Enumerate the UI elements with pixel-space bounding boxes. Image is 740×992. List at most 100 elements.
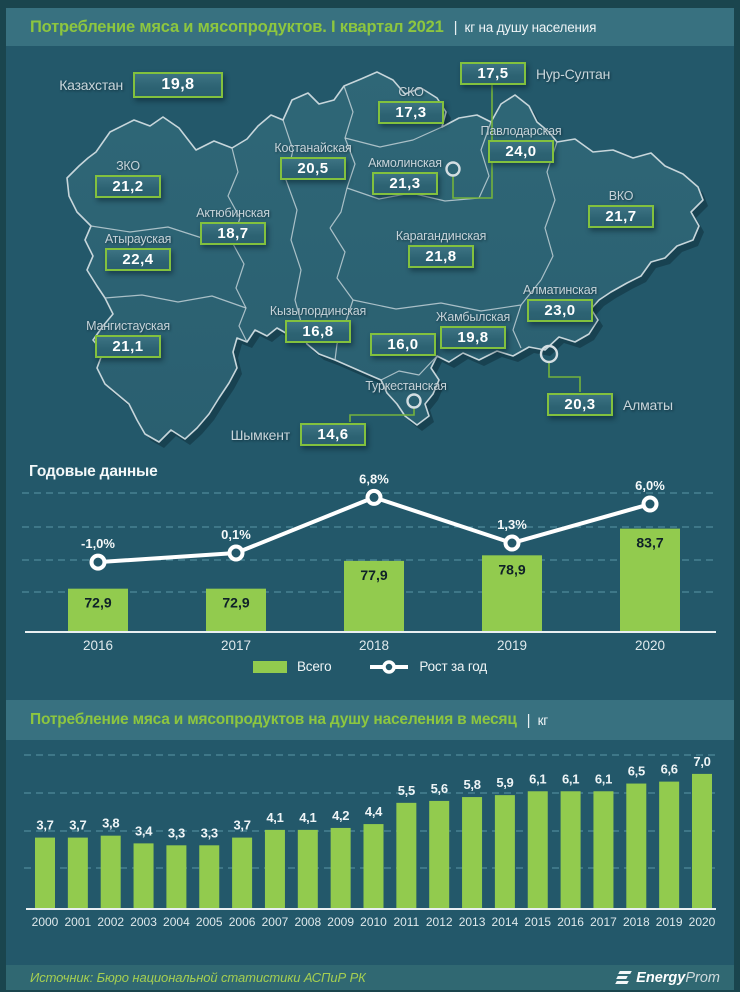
legend-bar-swatch-icon	[253, 660, 287, 673]
energyprom-logo-icon	[615, 971, 632, 984]
svg-text:2007: 2007	[262, 915, 289, 929]
header-main-title: Потребление мяса и мясопродуктов. I квар…	[30, 17, 444, 36]
map-tag-kostanay: Костанайская 20,5	[274, 141, 352, 180]
map-tag-sko: СКО 17,3	[378, 85, 444, 124]
svg-text:4,1: 4,1	[266, 810, 283, 825]
svg-text:6,5: 6,5	[628, 764, 645, 779]
svg-text:6,8%: 6,8%	[359, 471, 389, 486]
svg-text:1,3%: 1,3%	[497, 517, 527, 532]
svg-text:5,5: 5,5	[398, 783, 415, 798]
logo-text-bold: Energy	[636, 969, 686, 986]
map-tag-pavlodar: Павлодарская 24,0	[481, 124, 562, 163]
svg-text:4,2: 4,2	[332, 808, 349, 823]
map-tag-karaganda: Карагандинская 21,8	[396, 229, 486, 268]
svg-text:2005: 2005	[196, 915, 223, 929]
header-monthly-title: Потребление мяса и мясопродуктов на душу…	[30, 711, 517, 728]
svg-text:2010: 2010	[360, 915, 387, 929]
logo-text-light: Prom	[685, 969, 720, 986]
map-tag-nur-sultan: Нур-Султан 17,5	[460, 62, 610, 85]
monthly-chart: 3,7 3,7 3,8 3,4 3,3 3,3 3,7 4,1 4,1 4,2 4,4 5,5 5,6 5…	[24, 754, 716, 929]
svg-text:2020: 2020	[689, 915, 716, 929]
svg-text:3,7: 3,7	[234, 818, 251, 833]
svg-text:2019: 2019	[497, 638, 527, 653]
svg-text:3,7: 3,7	[69, 818, 86, 833]
svg-text:2008: 2008	[294, 915, 321, 929]
map-tag-mangystau: Мангистауская 21,1	[86, 319, 170, 358]
map-tag-almaty-region: Алматинская 23,0	[523, 283, 597, 322]
map-tag-akmola: Акмолинская 21,3	[368, 156, 442, 195]
svg-text:5,6: 5,6	[431, 781, 448, 796]
nur-sultan-marker-icon	[445, 161, 461, 177]
svg-text:6,1: 6,1	[595, 771, 612, 786]
map-tag-zhambyl: Жамбылская 19,8	[436, 310, 510, 349]
svg-text:2013: 2013	[459, 915, 486, 929]
svg-text:2020: 2020	[635, 638, 665, 653]
header-monthly: Потребление мяса и мясопродуктов на душу…	[6, 700, 734, 740]
annual-chart-legend: Всего Рост за год	[0, 659, 740, 674]
svg-text:2017: 2017	[221, 638, 251, 653]
header-separator: |	[453, 18, 458, 36]
header-main: Потребление мяса и мясопродуктов. I квар…	[6, 8, 734, 46]
svg-text:4,1: 4,1	[299, 810, 316, 825]
legend-bar-label: Всего	[297, 659, 332, 674]
svg-text:2016: 2016	[557, 915, 584, 929]
svg-text:2018: 2018	[623, 915, 650, 929]
map-tag-aktobe: Актюбинская 18,7	[196, 206, 270, 245]
svg-text:2003: 2003	[130, 915, 157, 929]
source-note: Источник: Бюро национальной статистики А…	[30, 970, 366, 985]
annual-chart-title: Годовые данные	[29, 463, 158, 480]
svg-text:2009: 2009	[327, 915, 354, 929]
map-tag-kyzylorda: Кызылординская 16,8	[270, 304, 366, 343]
svg-text:72,9: 72,9	[84, 595, 111, 611]
svg-text:5,9: 5,9	[496, 775, 513, 790]
header-monthly-separator: |	[526, 711, 531, 729]
svg-text:4,4: 4,4	[365, 804, 383, 819]
header-main-unit: кг на душу населения	[464, 19, 597, 35]
svg-text:3,7: 3,7	[36, 818, 53, 833]
svg-text:77,9: 77,9	[360, 567, 387, 583]
map-tag-zko: ЗКО 21,2	[95, 159, 161, 198]
almaty-marker-icon	[539, 344, 559, 364]
svg-text:6,1: 6,1	[529, 771, 546, 786]
map-tag-almaty-city: Алматы 20,3	[547, 393, 673, 416]
legend-line-marker-icon	[370, 659, 409, 674]
svg-text:78,9: 78,9	[498, 561, 525, 577]
svg-text:2015: 2015	[524, 915, 551, 929]
svg-text:6,6: 6,6	[661, 762, 678, 777]
svg-text:2014: 2014	[492, 915, 519, 929]
svg-text:2017: 2017	[590, 915, 617, 929]
svg-text:2002: 2002	[97, 915, 124, 929]
svg-text:2004: 2004	[163, 915, 190, 929]
map-label-turkestan: Туркестанская	[365, 379, 447, 393]
svg-text:72,9: 72,9	[222, 595, 249, 611]
svg-text:2012: 2012	[426, 915, 453, 929]
svg-text:2018: 2018	[359, 638, 389, 653]
svg-text:-1,0%: -1,0%	[81, 536, 115, 551]
map-tag-shymkent: Шымкент 14,6	[231, 423, 366, 446]
svg-text:2006: 2006	[229, 915, 256, 929]
svg-text:7,0: 7,0	[693, 754, 710, 769]
svg-text:6,0%: 6,0%	[635, 478, 665, 493]
map-tag-atyrau: Атырауская 22,4	[105, 232, 171, 271]
energyprom-logo: EnergyProm	[615, 969, 720, 986]
svg-text:2019: 2019	[656, 915, 683, 929]
svg-text:2000: 2000	[32, 915, 59, 929]
footer: Источник: Бюро национальной статистики А…	[6, 965, 734, 990]
svg-text:2011: 2011	[393, 915, 419, 929]
map-tag-turkestan: 16,0	[370, 333, 436, 356]
svg-text:3,3: 3,3	[168, 825, 185, 840]
svg-text:83,7: 83,7	[636, 535, 663, 551]
svg-text:2016: 2016	[83, 638, 113, 653]
svg-text:3,8: 3,8	[102, 816, 119, 831]
header-monthly-unit: кг	[537, 712, 549, 728]
svg-text:0,1%: 0,1%	[221, 527, 251, 542]
shymkent-marker-icon	[406, 393, 422, 409]
svg-text:3,4: 3,4	[135, 823, 153, 838]
svg-text:6,1: 6,1	[562, 771, 579, 786]
svg-text:5,8: 5,8	[463, 777, 480, 792]
map-tag-vko: ВКО 21,7	[588, 189, 654, 228]
legend-line-label: Рост за год	[419, 659, 487, 674]
map-tag-kazakhstan: Казахстан 19,8	[59, 72, 223, 98]
